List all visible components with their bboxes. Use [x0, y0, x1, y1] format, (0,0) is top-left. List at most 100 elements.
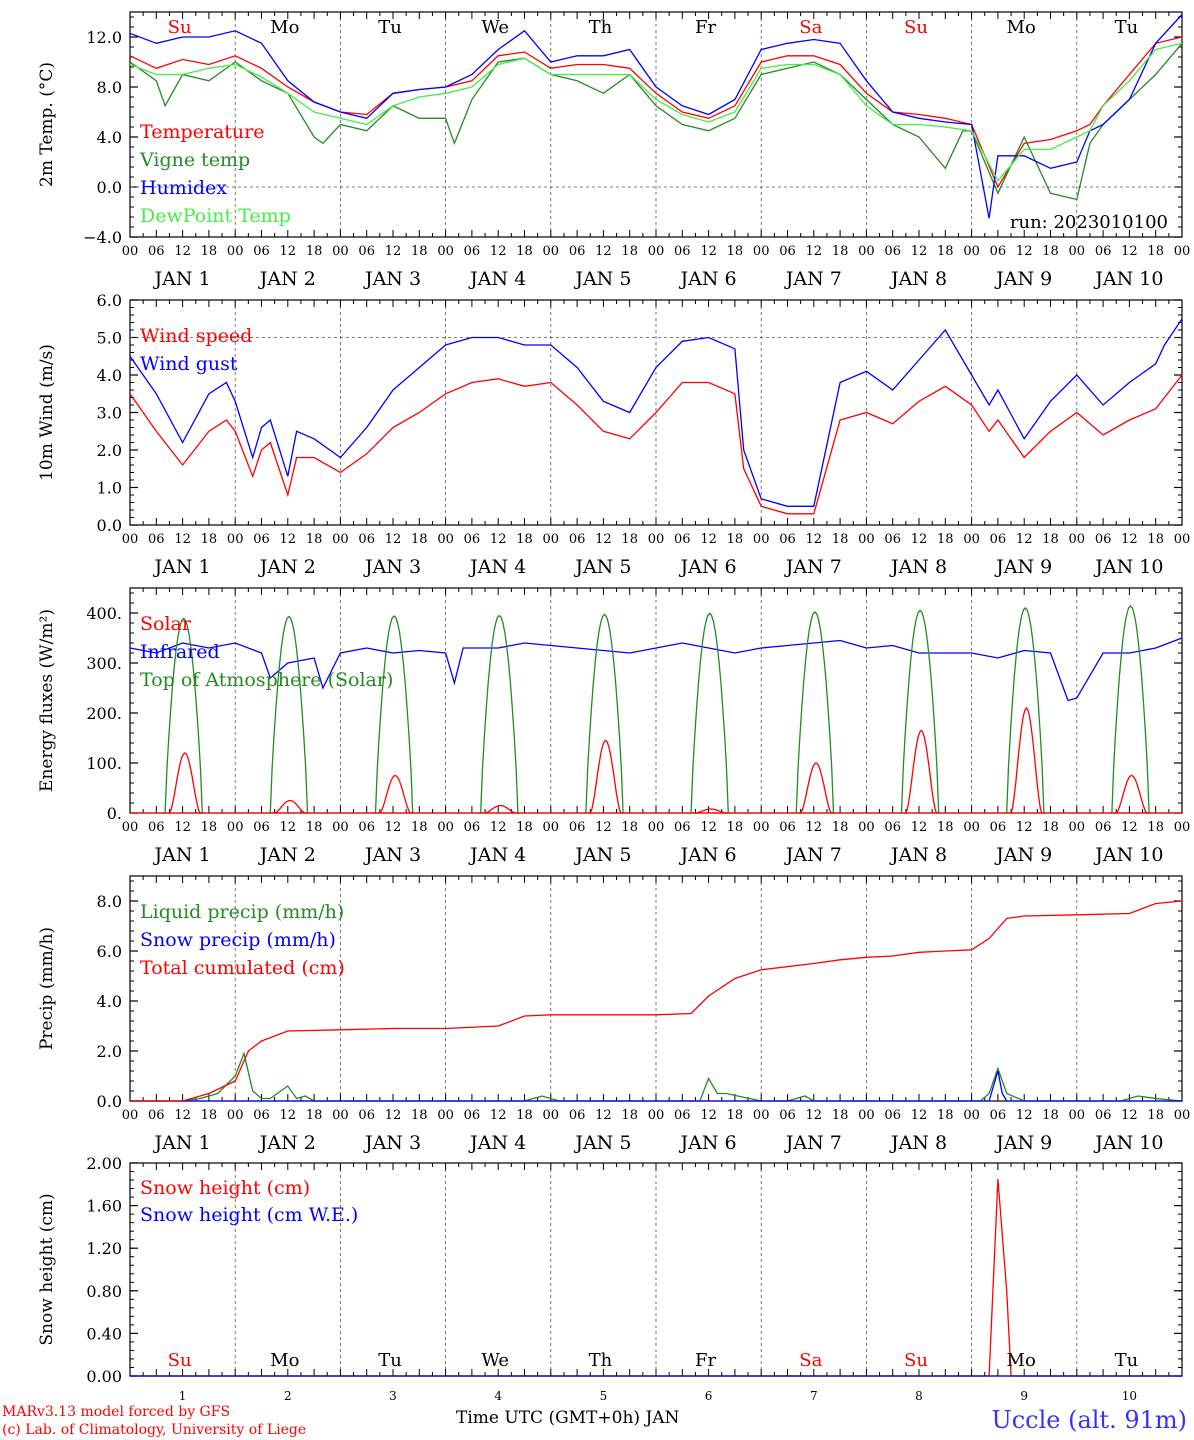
y-tick-label: 1.20	[86, 1239, 122, 1258]
y-tick-label: 0.40	[86, 1324, 122, 1343]
series-line-toa-solar	[688, 612, 731, 814]
legend-entry: DewPoint Temp	[140, 205, 291, 227]
weekday-label: Sa	[799, 1350, 822, 1371]
hour-tick-label: 18	[727, 1108, 744, 1123]
series-line-toa-solar	[1109, 605, 1152, 814]
hour-tick-label: 06	[253, 1108, 270, 1123]
hour-tick-label: 06	[884, 1108, 901, 1123]
series-line-toa-solar	[478, 614, 521, 814]
hour-tick-label: 18	[621, 244, 638, 259]
hour-tick-label: 18	[306, 532, 323, 547]
y-tick-label: 6.0	[97, 942, 122, 961]
hour-tick-label: 06	[990, 244, 1007, 259]
hour-tick-label: 18	[201, 244, 218, 259]
weekday-label: Tu	[378, 17, 402, 38]
hour-tick-label: 06	[148, 532, 165, 547]
y-tick-label: 0.00	[86, 1367, 122, 1386]
weekday-label: Mo	[270, 17, 299, 38]
y-tick-label: 4.0	[97, 992, 122, 1011]
hour-tick-label: 06	[464, 1108, 481, 1123]
series-line-solar	[167, 752, 203, 814]
series-line-solar	[693, 808, 729, 814]
series-line-wind-speed	[129, 374, 1183, 515]
hour-tick-label: 00	[227, 244, 244, 259]
hour-tick-label: 00	[437, 532, 454, 547]
y-tick-label: 200.	[86, 704, 122, 723]
hour-tick-label: 18	[1042, 1108, 1059, 1123]
bottom-day-number: 1	[179, 1389, 187, 1403]
legend-entry: Top of Atmosphere (Solar)	[140, 669, 393, 691]
hour-tick-label: 00	[437, 1108, 454, 1123]
series-line-solar	[798, 762, 834, 814]
day-label: JAN 5	[573, 556, 631, 578]
series-line-humidex	[129, 14, 1183, 219]
series-line-solar	[377, 774, 413, 814]
y-tick-label: 2.00	[86, 1154, 122, 1173]
hour-tick-label: 06	[1095, 820, 1112, 835]
panel-energy: 0. 100. 200. 300. 400. Energy fluxes (W/m²) So…	[37, 587, 1190, 866]
hour-tick-label: 00	[753, 532, 770, 547]
day-label: JAN 3	[363, 556, 421, 578]
bottom-day-number: 6	[705, 1389, 713, 1403]
hour-tick-label: 06	[779, 244, 796, 259]
hour-tick-label: 18	[516, 820, 533, 835]
y-tick-label: 0.	[107, 804, 122, 823]
hour-tick-label: 18	[516, 532, 533, 547]
day-label: JAN 9	[994, 556, 1052, 578]
hour-tick-label: 06	[464, 532, 481, 547]
hour-tick-label: 00	[1069, 244, 1086, 259]
bottom-day-number: 5	[600, 1389, 608, 1403]
hour-tick-label: 18	[1147, 820, 1164, 835]
hour-tick-label: 18	[201, 820, 218, 835]
weekday-label: Su	[168, 17, 192, 38]
day-label: JAN 3	[363, 268, 421, 290]
hour-tick-label: 00	[227, 820, 244, 835]
hour-tick-label: 12	[1016, 532, 1033, 547]
legend-entry: Liquid precip (mm/h)	[140, 901, 344, 923]
hour-tick-label: 00	[963, 244, 980, 259]
hour-tick-label: 12	[911, 1108, 928, 1123]
plot-frame	[129, 587, 1183, 814]
hour-tick-label: 00	[437, 244, 454, 259]
series-line-temperature	[129, 36, 1183, 189]
weekday-label: We	[481, 1350, 509, 1371]
series-line-solar	[1008, 706, 1044, 814]
y-tick-label: 5.0	[97, 329, 122, 348]
legend-entry: Snow height (cm W.E.)	[140, 1204, 358, 1226]
day-label: JAN 6	[679, 844, 737, 866]
hour-tick-label: 06	[148, 244, 165, 259]
day-label: JAN 2	[258, 1132, 316, 1154]
series-line-total-cumulated-cm-	[130, 900, 1183, 1102]
day-label: JAN 3	[363, 844, 421, 866]
y-tick-label: 0.0	[97, 1092, 122, 1111]
panel-snow: 0.00 0.40 0.80 1.20 1.60 2.00 Snow height (cm)…	[37, 1154, 1183, 1403]
day-label: JAN 2	[258, 556, 316, 578]
day-label: JAN 8	[889, 844, 947, 866]
hour-tick-label: 12	[1016, 1108, 1033, 1123]
hour-tick-label: 12	[1121, 244, 1138, 259]
hour-tick-label: 18	[727, 820, 744, 835]
weekday-label: Fr	[695, 1350, 716, 1371]
y-tick-label: 100.	[86, 754, 122, 773]
bottom-day-number: 7	[810, 1389, 818, 1403]
series-line-dewpoint-temp	[129, 42, 1183, 182]
bottom-day-number: 4	[494, 1389, 502, 1403]
hour-tick-label: 06	[464, 820, 481, 835]
hour-tick-label: 18	[201, 532, 218, 547]
hour-tick-label: 00	[332, 1108, 349, 1123]
weekday-label: Tu	[1115, 1350, 1139, 1371]
day-label: JAN 5	[573, 1132, 631, 1154]
hour-tick-label: 06	[253, 532, 270, 547]
weekday-label: Mo	[1007, 17, 1036, 38]
day-label: JAN 6	[679, 268, 737, 290]
y-tick-label: 2.0	[97, 1042, 122, 1061]
hour-tick-label: 18	[1042, 532, 1059, 547]
hour-tick-label: 06	[779, 820, 796, 835]
panel-precip: 0.0 2.0 4.0 6.0 8.0 Precip (mm/h) Liquid preci…	[37, 875, 1190, 1154]
series-line-toa-solar	[1004, 607, 1047, 814]
hour-tick-label: 18	[727, 532, 744, 547]
series-line-solar	[1114, 774, 1150, 814]
hour-tick-label: 06	[148, 1108, 165, 1123]
hour-tick-label: 18	[306, 1108, 323, 1123]
day-label: JAN 8	[889, 556, 947, 578]
